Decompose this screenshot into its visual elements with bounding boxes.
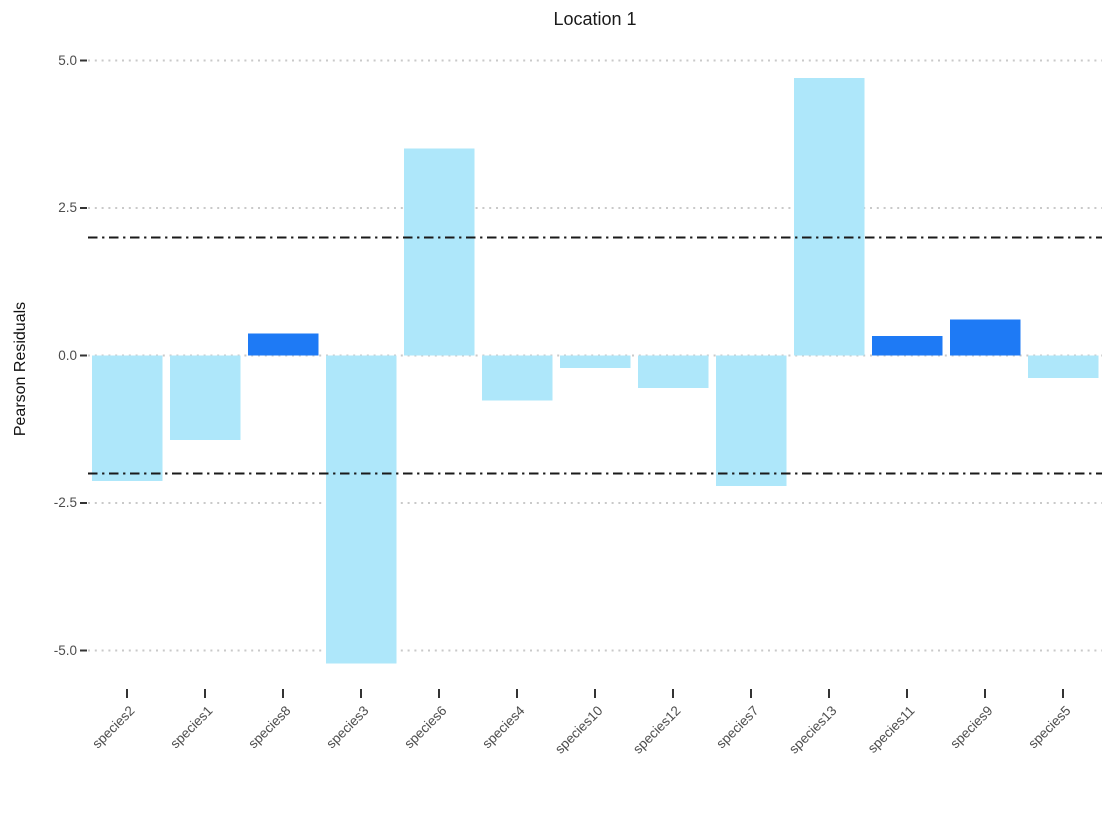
y-axis-title: Pearson Residuals xyxy=(12,301,29,437)
bar-species11 xyxy=(871,336,943,356)
bar-species1 xyxy=(169,355,241,440)
chart-title: Location 1 xyxy=(553,9,637,29)
bar-species7 xyxy=(715,355,787,486)
bar-species8 xyxy=(247,333,319,356)
bar-species2 xyxy=(91,355,163,482)
bar-species6 xyxy=(403,148,475,356)
y-tick-label--2.5: -2.5 xyxy=(53,495,77,510)
bar-species12 xyxy=(637,355,709,388)
bar-species10 xyxy=(559,355,631,368)
bar-species3 xyxy=(325,355,397,664)
bar-species5 xyxy=(1027,355,1099,378)
y-tick-label-2.5: 2.5 xyxy=(58,200,77,215)
bar-species13 xyxy=(793,78,865,356)
plot-area xyxy=(80,59,1102,698)
bar-species9 xyxy=(949,319,1021,356)
bar-species4 xyxy=(481,355,553,401)
y-tick-label-5.0: 5.0 xyxy=(58,52,77,68)
y-tick-label-0.0: 0.0 xyxy=(58,347,77,363)
y-tick-label--5.0: -5.0 xyxy=(53,642,77,658)
